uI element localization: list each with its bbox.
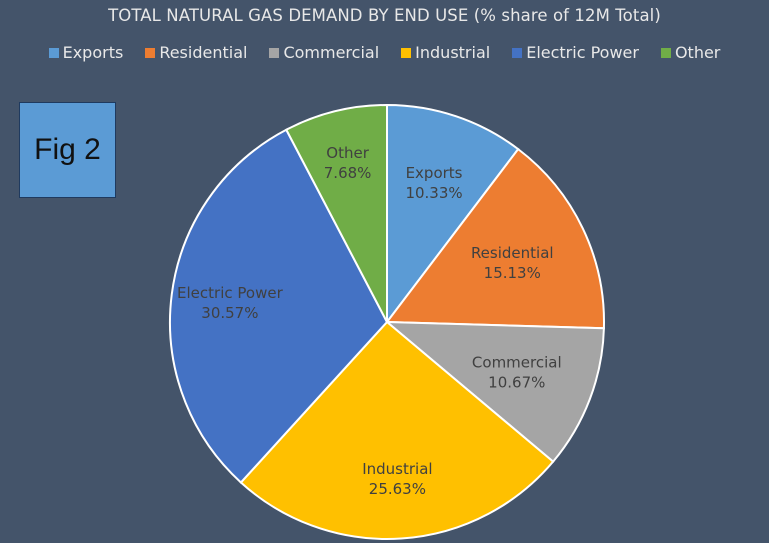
chart-title: TOTAL NATURAL GAS DEMAND BY END USE (% s… bbox=[108, 6, 661, 25]
pie-slice-residential bbox=[385, 147, 605, 330]
legend-swatch-electric-power bbox=[512, 47, 523, 58]
pie-slice-exports bbox=[386, 103, 520, 325]
legend-label-other: Other bbox=[674, 43, 721, 62]
legend-swatch-residential bbox=[145, 47, 156, 58]
pie-slice-other bbox=[284, 103, 388, 323]
legend-label-commercial: Commercial bbox=[283, 43, 380, 62]
legend-swatch-commercial bbox=[269, 47, 280, 58]
legend-swatch-industrial bbox=[401, 47, 412, 58]
legend-item-electric-power: Electric Power bbox=[512, 43, 639, 62]
legend-label-industrial: Industrial bbox=[415, 43, 491, 62]
pie-slice-commercial bbox=[384, 320, 605, 464]
slice-label-commercial: Commercial 10.67% bbox=[472, 353, 562, 391]
legend-item-commercial: Commercial bbox=[269, 43, 379, 62]
chart-legend: Exports Residential Commercial Industria… bbox=[0, 43, 769, 62]
pie-slice-electric-power bbox=[169, 128, 389, 484]
legend-label-exports: Exports bbox=[62, 43, 124, 62]
legend-item-residential: Residential bbox=[145, 43, 247, 62]
legend-swatch-other bbox=[660, 47, 671, 58]
slice-label-industrial: Industrial 25.63% bbox=[362, 460, 432, 498]
legend-label-residential: Residential bbox=[159, 43, 248, 62]
legend-swatch-exports bbox=[48, 47, 59, 58]
slice-label-electric-power: Electric Power 30.57% bbox=[177, 284, 284, 322]
legend-item-industrial: Industrial bbox=[401, 43, 490, 62]
legend-item-other: Other bbox=[660, 43, 721, 62]
figure-label-box: Fig 2 bbox=[19, 102, 116, 198]
legend-label-electric-power: Electric Power bbox=[526, 43, 639, 62]
slice-label-exports: Exports 10.33% bbox=[405, 164, 462, 202]
slice-label-residential: Residential 15.13% bbox=[471, 244, 554, 282]
pie-slice-industrial bbox=[239, 320, 555, 540]
slice-label-other: Other 7.68% bbox=[324, 144, 372, 182]
legend-item-exports: Exports bbox=[48, 43, 124, 62]
